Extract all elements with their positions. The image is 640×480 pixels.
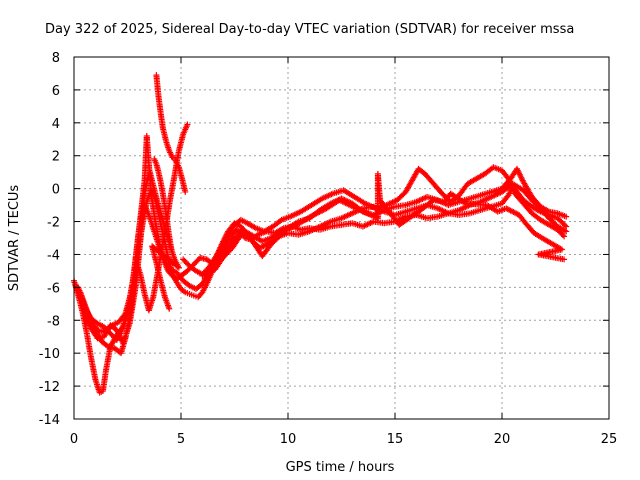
y-tick-label: 4 [52, 117, 60, 132]
y-tick-label: -4 [47, 248, 60, 263]
y-tick-label: 0 [52, 183, 60, 198]
x-tick-label: 5 [177, 432, 185, 447]
y-tick-label: 2 [52, 150, 60, 165]
y-tick-label: -6 [47, 281, 60, 296]
y-tick-label: 8 [52, 51, 60, 66]
x-axis-label: GPS time / hours [286, 460, 395, 475]
y-tick-label: 6 [52, 84, 60, 99]
x-tick-label: 15 [387, 432, 404, 447]
y-axis-label: SDTVAR / TECUs [7, 185, 22, 292]
x-tick-label: 25 [601, 432, 618, 447]
chart-title: Day 322 of 2025, Sidereal Day-to-day VTE… [45, 22, 574, 37]
series-track-c [73, 121, 567, 356]
tick-labels: 0 5 10 15 20 25 -14 -12 -10 -8 -6 -4 -2 0 2 4 6 8 [39, 51, 618, 447]
y-tick-label: -8 [47, 314, 60, 329]
y-tick-label: -14 [39, 413, 60, 428]
sdtvar-chart: Day 322 of 2025, Sidereal Day-to-day VTE… [0, 0, 640, 480]
series-track-e [82, 72, 567, 346]
x-tick-label: 20 [494, 432, 511, 447]
x-tick-label: 0 [70, 432, 78, 447]
y-tick-label: -10 [39, 347, 60, 362]
data-points [71, 72, 569, 396]
series-track-a [71, 184, 569, 396]
y-tick-label: -2 [47, 216, 60, 231]
x-tick-label: 10 [280, 432, 297, 447]
y-tick-label: -12 [39, 380, 60, 395]
